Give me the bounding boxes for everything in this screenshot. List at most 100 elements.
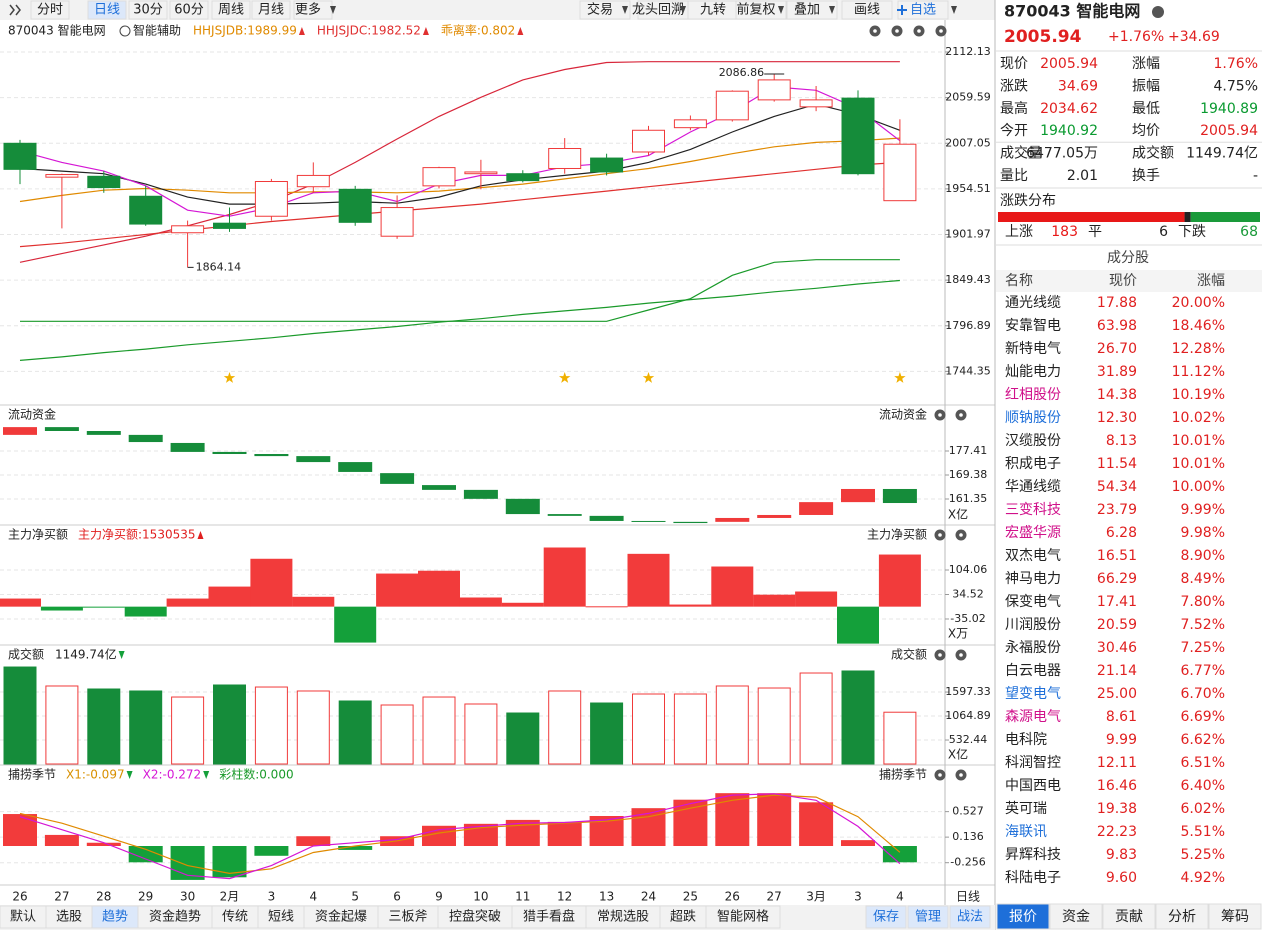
tab-label[interactable]: 报价 (1009, 909, 1037, 925)
tab-label[interactable]: 常规选股 (597, 910, 649, 925)
indicator-icon[interactable] (119, 25, 131, 37)
stock-name[interactable]: 顺钠股份 (1005, 410, 1061, 426)
tab[interactable] (705, 905, 781, 929)
tab[interactable] (907, 905, 949, 929)
toolbar-button-label[interactable]: 前复权 (736, 2, 775, 18)
stock-name[interactable]: 双杰电气 (1005, 548, 1061, 564)
stock-name[interactable]: 川润股份 (1005, 617, 1061, 633)
toolbar-button-label[interactable]: 30分 (133, 3, 163, 18)
tab-label[interactable]: 保存 (873, 910, 899, 925)
stock-name[interactable]: 海联讯 (1005, 824, 1047, 840)
tab[interactable] (1102, 903, 1156, 930)
tab-label[interactable]: 猎手看盘 (523, 909, 575, 925)
tab-label[interactable]: 超跌 (670, 909, 696, 925)
tab-label[interactable]: 趋势 (102, 909, 128, 925)
stock-name[interactable]: 红相股份 (1005, 387, 1061, 403)
stock-price: 31.89 (1097, 364, 1137, 380)
stock-name[interactable]: 灿能电力 (1005, 364, 1061, 380)
stock-pct: 10.19% (1172, 387, 1225, 403)
stock-name[interactable]: 通光线缆 (1005, 295, 1061, 311)
tab-label[interactable]: 贡献 (1115, 909, 1143, 925)
stock-name[interactable]: 森源电气 (1005, 709, 1061, 725)
stock-name[interactable]: 积成电子 (1005, 456, 1061, 472)
toolbar-button[interactable] (735, 0, 787, 20)
column-header[interactable]: 名称 (1005, 273, 1033, 289)
stock-name[interactable]: 汉缆股份 (1005, 433, 1061, 449)
tab-label[interactable]: 选股 (56, 910, 82, 925)
tab[interactable] (1049, 903, 1103, 930)
tab-label[interactable]: 管理 (915, 910, 941, 925)
tab-label[interactable]: 资金起爆 (315, 909, 367, 925)
dropdown-icon (680, 6, 686, 14)
stock-name[interactable]: 宏盛华源 (1005, 525, 1061, 541)
toolbar-button-label[interactable]: 月线 (258, 3, 284, 18)
toolbar-button-label[interactable]: 叠加 (794, 3, 820, 18)
tab[interactable] (996, 903, 1050, 930)
toolbar-button-label[interactable]: 九转 (700, 3, 726, 18)
stock-name[interactable]: 华通线缆 (1005, 479, 1061, 495)
stock-name[interactable]: 保变电气 (1005, 594, 1061, 610)
stock-price: 9.99 (1106, 732, 1137, 748)
toolbar-button-label[interactable]: 龙头回溯 (632, 2, 684, 18)
toolbar-button[interactable] (786, 0, 838, 20)
net-bar (250, 558, 293, 607)
stock-name[interactable]: 神马电力 (1005, 571, 1061, 587)
toolbar-button[interactable] (169, 0, 209, 20)
stock-name[interactable]: 科润智控 (1005, 755, 1061, 771)
tab-label[interactable]: 默认 (10, 909, 36, 925)
tab[interactable] (1208, 903, 1262, 930)
toolbar-button[interactable] (841, 0, 893, 20)
toolbar-button-label[interactable]: 日线 (94, 3, 120, 18)
toolbar-button-label[interactable]: 自选 (910, 3, 936, 18)
stock-name[interactable]: 望变电气 (1005, 686, 1061, 702)
quote-label: 成交量 (1000, 145, 1042, 162)
tab-label[interactable]: 战法 (957, 910, 983, 925)
toolbar-button-label[interactable]: 60分 (174, 3, 204, 18)
tab-label[interactable]: 筹码 (1221, 908, 1249, 925)
flow-block (547, 514, 582, 516)
stock-name[interactable]: 电科院 (1005, 732, 1047, 748)
high-annotation: 2086.86 (719, 66, 765, 79)
column-header[interactable]: 现价 (1109, 273, 1137, 289)
catch-bar (673, 799, 708, 846)
stock-name[interactable]: 昇辉科技 (1005, 847, 1061, 863)
tab-label[interactable]: 传统 (222, 910, 248, 925)
tab-label[interactable]: 资金 (1062, 909, 1090, 925)
toolbar-button[interactable] (579, 0, 631, 20)
panel-icon-dot (959, 653, 963, 657)
tab-label[interactable]: 控盘突破 (449, 909, 501, 925)
stock-name[interactable]: 中国西电 (1005, 778, 1061, 794)
stock-name[interactable]: 英可瑞 (1005, 800, 1047, 817)
tab-label[interactable]: 分析 (1168, 909, 1196, 925)
catch-bar (841, 840, 875, 846)
stock-name[interactable]: 白云电器 (1005, 663, 1061, 679)
period-label: 日线 (956, 890, 980, 904)
toolbar-button-label[interactable]: 周线 (218, 3, 244, 18)
stock-name[interactable]: 新特电气 (1005, 341, 1061, 357)
toolbar-button[interactable] (87, 0, 127, 20)
toolbar-button-label[interactable]: 分时 (37, 3, 63, 18)
tab-label[interactable]: 短线 (268, 910, 294, 925)
tab[interactable] (1155, 903, 1209, 930)
stock-name[interactable]: 永福股份 (1005, 640, 1061, 656)
toolbar-button-label[interactable]: 更多 (295, 2, 321, 18)
stock-name[interactable]: 科陆电子 (1005, 870, 1061, 886)
toolbar-button-label[interactable]: 画线 (854, 3, 880, 18)
tab[interactable] (865, 905, 907, 929)
quote-value: 1940.92 (1040, 123, 1098, 139)
column-header[interactable]: 涨幅 (1197, 273, 1225, 289)
tab-label[interactable]: 资金趋势 (149, 909, 201, 925)
toolbar-button[interactable] (30, 0, 70, 20)
stock-price: 20.59 (1097, 617, 1137, 633)
stock-price: 26.70 (1097, 341, 1137, 357)
tab-label[interactable]: 智能网格 (717, 909, 769, 925)
stock-name[interactable]: 三变科技 (1005, 502, 1061, 518)
stock-name[interactable]: 安靠智电 (1005, 318, 1061, 334)
tab-label[interactable]: 三板斧 (388, 910, 427, 925)
info-icon[interactable] (1152, 6, 1164, 18)
toolbar-button-label[interactable]: 交易 (587, 2, 613, 18)
toolbar-button[interactable] (128, 0, 168, 20)
toolbar-button[interactable] (211, 0, 251, 20)
toolbar-button[interactable] (251, 0, 291, 20)
tab[interactable] (949, 905, 991, 929)
